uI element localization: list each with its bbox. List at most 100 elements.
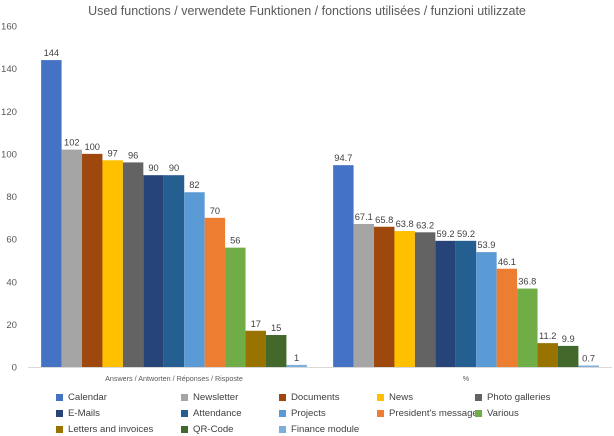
bar (578, 365, 599, 367)
legend-label: Newsletter (193, 392, 239, 403)
legend-swatch (56, 410, 63, 417)
bar (537, 343, 558, 367)
bar (353, 223, 375, 367)
bar (333, 165, 354, 367)
bar (476, 252, 497, 367)
legend-label: Calendar (68, 392, 107, 403)
bar (143, 175, 164, 367)
y-tick-label: 0 (12, 363, 17, 374)
legend-swatch (181, 410, 188, 417)
data-label: 1 (294, 353, 299, 363)
data-label: 96 (128, 150, 138, 160)
data-label: 46.1 (498, 257, 516, 267)
legend-swatch (377, 394, 384, 401)
data-label: 82 (189, 180, 199, 190)
y-tick-label: 120 (1, 107, 17, 118)
bar (82, 153, 103, 368)
legend-swatch (475, 394, 482, 401)
y-tick-label: 60 (6, 235, 17, 246)
data-label: 100 (84, 142, 100, 152)
legend: Calendar Newsletter Documents News Photo gal… (56, 391, 612, 436)
data-label: 102 (64, 138, 80, 148)
data-label: 67.1 (355, 212, 373, 222)
bar (245, 330, 266, 367)
data-label: 36.8 (518, 277, 536, 287)
legend-item: Photo galleries (475, 391, 612, 404)
bar (517, 288, 538, 367)
bar (435, 240, 456, 367)
bar (163, 175, 185, 367)
bar (286, 364, 307, 367)
data-label: 15 (271, 323, 281, 333)
legend-item: Attendance (181, 407, 279, 420)
y-tick-label: 160 (1, 22, 17, 33)
data-label: 70 (210, 206, 220, 216)
legend-swatch (279, 410, 286, 417)
y-tick-label: 40 (6, 277, 17, 288)
legend-label: Documents (291, 392, 340, 403)
legend-swatch (475, 410, 482, 417)
y-tick-label: 140 (1, 64, 17, 75)
legend-item: President's messages (377, 407, 483, 420)
legend-label: Attendance (193, 408, 242, 419)
legend-label: Photo galleries (487, 392, 551, 403)
bar (394, 231, 415, 367)
data-label: 90 (169, 163, 179, 173)
legend-swatch (181, 394, 188, 401)
bar (455, 240, 477, 367)
data-label: 97 (108, 148, 118, 158)
legend-label: Letters and invoices (68, 424, 154, 435)
legend-label: E-Mails (68, 408, 100, 419)
bar (374, 226, 395, 367)
legend-item: QR-Code (181, 423, 279, 436)
bars (41, 60, 599, 368)
data-label: 11.2 (539, 331, 556, 341)
y-tick-label: 80 (6, 192, 17, 203)
bar (265, 335, 287, 367)
bar (61, 149, 83, 367)
bar (122, 162, 144, 367)
data-label: 9.9 (562, 334, 575, 344)
legend-label: Various (487, 408, 519, 419)
legend-item: Documents (279, 391, 377, 404)
legend-swatch (181, 426, 188, 433)
legend-item: E-Mails (56, 407, 181, 420)
data-label: 90 (148, 163, 158, 173)
legend-label: Finance module (291, 424, 360, 435)
bar (414, 232, 436, 367)
legend-item: Newsletter (181, 391, 279, 404)
data-label: 59.2 (437, 229, 455, 239)
data-label: 63.2 (416, 220, 434, 230)
legend-swatch (377, 410, 384, 417)
legend-item: Various (475, 407, 612, 420)
data-label: 53.9 (477, 240, 495, 250)
bar (204, 217, 226, 367)
data-label: 63.8 (396, 219, 414, 229)
legend-label: Projects (291, 408, 326, 419)
legend-swatch (56, 426, 63, 433)
legend-item: Letters and invoices (56, 423, 181, 436)
data-label: 17 (251, 319, 261, 329)
data-label: 94.7 (334, 153, 352, 163)
data-label: 56 (230, 236, 240, 246)
y-tick-label: 100 (1, 149, 17, 160)
data-labels: 144 102 100 97 96 90 90 82 70 56 17 15 1 94.7 67.1 65.8… (44, 48, 596, 363)
legend-label: QR-Code (193, 424, 234, 435)
legend-label: News (389, 392, 413, 403)
bar (41, 60, 62, 367)
data-label: 0.7 (582, 354, 595, 364)
legend-item: Calendar (56, 391, 181, 404)
x-category-label: Answers / Antworten / Réponses / Rispost… (105, 374, 243, 383)
legend-item: Projects (279, 407, 377, 420)
chart-title: Used functions / verwendete Funktionen /… (88, 4, 526, 18)
bar (557, 345, 579, 367)
legend-label: President's messages (389, 408, 483, 419)
x-category-label: % (463, 374, 470, 383)
bar (102, 160, 123, 367)
y-tick-label: 20 (6, 320, 17, 331)
legend-swatch (279, 394, 286, 401)
legend-swatch (56, 394, 63, 401)
data-label: 59.2 (457, 229, 475, 239)
axes: 0 20 40 60 80 100 120 140 160 Answers / Antworten… (1, 22, 612, 383)
